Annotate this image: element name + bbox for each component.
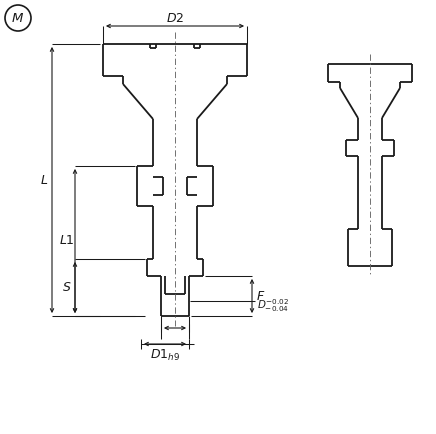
Text: $D2$: $D2$ — [166, 11, 184, 24]
Text: $L1$: $L1$ — [59, 234, 75, 247]
Text: $D1_{h9}$: $D1_{h9}$ — [150, 348, 180, 362]
Text: $S$: $S$ — [62, 281, 72, 294]
Text: $D^{-0.02}_{-0.04}$: $D^{-0.02}_{-0.04}$ — [257, 298, 289, 314]
Text: $M$: $M$ — [11, 11, 24, 24]
Text: $L$: $L$ — [40, 174, 48, 187]
Text: $F$: $F$ — [256, 289, 266, 302]
